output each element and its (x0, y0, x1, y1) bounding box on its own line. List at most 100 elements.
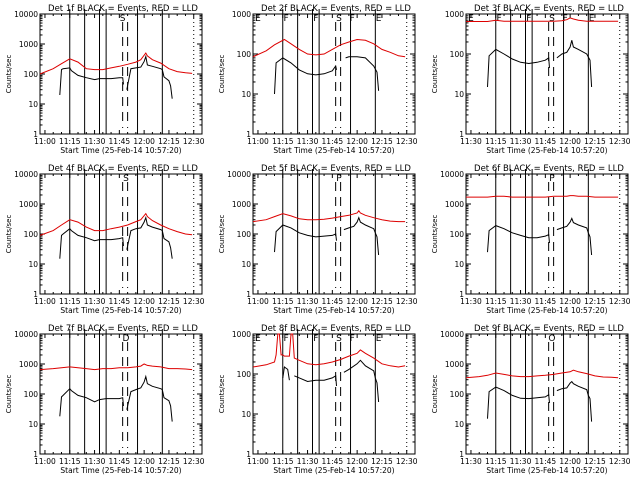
interval-marker-label: E (376, 334, 382, 344)
series-lld (252, 38, 406, 58)
panel-title: Det 5f BLACK = Events, RED = LLD (261, 164, 411, 174)
y-axis-label: Counts/sec (431, 55, 439, 94)
x-tick-label: 12:00 (133, 137, 155, 146)
panel-det-4: Det 4f BLACK = Events, RED = LLD 1 10 100 10… (5, 164, 205, 315)
panel-det-7: Det 7f BLACK = Events, RED = LLD 1 10 100 10… (5, 324, 205, 475)
series-lld (465, 369, 619, 379)
panel-det-8: Det 8f BLACK = Events, RED = LLD 1 10 100 10… (218, 324, 418, 475)
x-tick-label: 11:45 (109, 297, 131, 306)
x-tick-label: 11:30 (460, 297, 482, 306)
x-tick-label: 11:15 (272, 137, 294, 146)
series-events (59, 54, 173, 99)
x-tick-label: 12:00 (133, 297, 155, 306)
y-tick-label: 1000 (232, 200, 251, 209)
x-tick-label: 12:00 (559, 297, 581, 306)
y-tick-label: 1000 (19, 40, 38, 49)
y-tick-label: 10 (454, 90, 464, 99)
series-lld (252, 209, 406, 223)
interval-marker-label: F (313, 334, 318, 344)
x-tick-label: 12:30 (609, 457, 631, 466)
x-axis-label: Start Time (25-Feb-14 10:57:20) (273, 306, 394, 315)
panel-det-5: Det 5f BLACK = Events, RED = LLD 1 10 100 10… (218, 164, 418, 315)
x-tick-label: 11:30 (510, 297, 532, 306)
x-tick-label: 11:15 (485, 457, 507, 466)
x-tick-label: 12:15 (371, 137, 393, 146)
panel-title: Det 8f BLACK = Events, RED = LLD (261, 324, 411, 334)
y-tick-label: 1000 (445, 360, 464, 369)
interval-marker-label: F (350, 14, 355, 24)
y-tick-label: 1000 (445, 200, 464, 209)
x-tick-label: 12:15 (584, 457, 606, 466)
y-axis-label: Counts/sec (431, 375, 439, 414)
series-events (282, 359, 380, 403)
panel-det-1: Det 1f BLACK = Events, RED = LLD 1 10 100 10… (5, 4, 205, 155)
x-tick-label: 11:45 (535, 137, 557, 146)
y-axis-label: Counts/sec (5, 375, 13, 414)
y-tick-label: 1 (459, 450, 464, 459)
x-tick-label: 11:45 (535, 457, 557, 466)
panel-det-9: Det 9f BLACK = Events, RED = LLD 1 10 100 10… (431, 324, 631, 475)
x-tick-label: 11:00 (247, 457, 269, 466)
y-tick-label: 1000 (232, 10, 251, 19)
series-lld (39, 363, 193, 371)
plot-frame (252, 173, 416, 295)
interval-marker-label: S (123, 174, 129, 184)
y-tick-label: 10 (241, 410, 251, 419)
x-tick-label: 12:30 (183, 137, 205, 146)
panel-title: Det 7f BLACK = Events, RED = LLD (48, 324, 198, 334)
y-tick-label: 100 (237, 370, 252, 379)
panel-det-6: Det 6f BLACK = Events, RED = LLD 1 10 100 10… (431, 164, 631, 315)
y-tick-label: 100 (237, 50, 252, 59)
y-tick-label: 100 (450, 50, 465, 59)
y-tick-label: 10000 (227, 170, 251, 179)
y-tick-label: 1 (246, 450, 251, 459)
x-axis-label: Start Time (25-Feb-14 10:57:20) (273, 146, 394, 155)
y-axis-label: Counts/sec (431, 215, 439, 254)
y-tick-label: 10 (454, 420, 464, 429)
y-tick-label: 1 (459, 290, 464, 299)
panel-title: Det 4f BLACK = Events, RED = LLD (48, 164, 198, 174)
y-axis-label: Counts/sec (218, 375, 226, 414)
y-tick-label: 1 (246, 290, 251, 299)
x-tick-label: 12:15 (158, 297, 180, 306)
x-axis-label: Start Time (25-Feb-14 10:57:20) (486, 146, 607, 155)
y-tick-label: 100 (24, 70, 39, 79)
x-axis-label: Start Time (25-Feb-14 10:57:20) (273, 466, 394, 475)
interval-marker-label: F (496, 14, 501, 24)
x-tick-label: 12:15 (158, 457, 180, 466)
x-tick-label: 12:00 (346, 457, 368, 466)
x-tick-label: 11:15 (59, 457, 81, 466)
x-tick-label: 11:15 (485, 297, 507, 306)
x-tick-label: 12:30 (396, 137, 418, 146)
y-tick-label: 1 (33, 130, 38, 139)
series-events (487, 217, 593, 256)
y-tick-label: 1 (459, 130, 464, 139)
interval-marker-label: P (549, 174, 555, 184)
x-tick-label: 12:30 (396, 297, 418, 306)
y-tick-label: 1 (33, 290, 38, 299)
y-tick-label: 10000 (440, 330, 464, 339)
y-tick-label: 1000 (445, 10, 464, 19)
y-tick-label: 100 (24, 230, 39, 239)
series-lld (466, 17, 619, 22)
y-tick-label: 1000 (19, 360, 38, 369)
y-axis-label: Counts/sec (218, 215, 226, 254)
interval-marker-label: E (589, 14, 595, 24)
interval-marker-label: S (120, 14, 126, 24)
y-tick-label: 10 (241, 90, 251, 99)
y-tick-label: 10 (28, 100, 38, 109)
series-events (487, 40, 593, 88)
y-tick-label: 10 (28, 420, 38, 429)
x-tick-label: 11:15 (272, 297, 294, 306)
y-tick-label: 10 (454, 260, 464, 269)
x-axis-label: Start Time (25-Feb-14 10:57:20) (486, 466, 607, 475)
interval-marker-label: E (468, 14, 474, 24)
x-tick-label: 12:00 (346, 137, 368, 146)
x-tick-label: 11:30 (460, 457, 482, 466)
x-tick-label: 11:30 (84, 297, 106, 306)
series-events (274, 56, 380, 95)
plot-frame (39, 173, 203, 295)
x-tick-label: 11:45 (109, 137, 131, 146)
x-tick-label: 11:00 (34, 137, 56, 146)
y-tick-label: 10000 (440, 170, 464, 179)
